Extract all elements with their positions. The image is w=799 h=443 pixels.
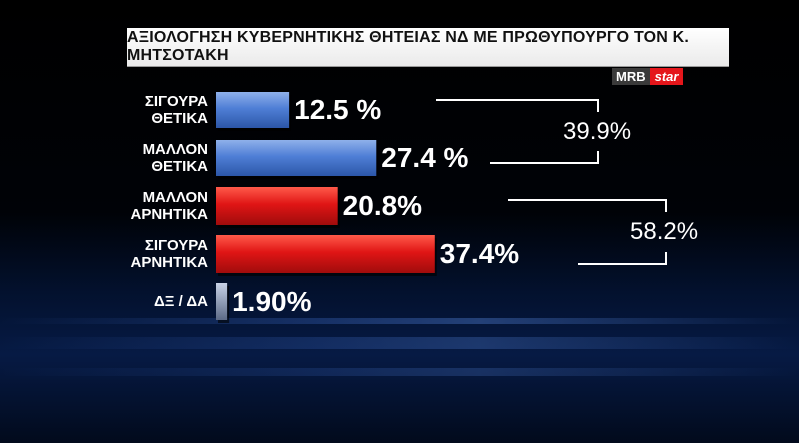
category-label-line: ΘΕΤΙΚΑ: [151, 158, 208, 175]
bar-0: [216, 92, 290, 128]
bar-2: [216, 187, 338, 225]
category-label-line: ΣΙΓΟΥΡΑ: [144, 93, 208, 110]
value-label: 1.90%: [232, 285, 312, 317]
group-bracket: [436, 99, 599, 164]
value-label: 27.4 %: [381, 142, 469, 173]
chart-title: ΑΞΙΟΛΟΓΗΣΗ ΚΥΒΕΡΝΗΤΙΚΗΣ ΘΗΤΕΙΑΣ ΝΔ ΜΕ ΠΡ…: [127, 28, 729, 66]
category-label: ΣΙΓΟΥΡΑ ΘΕΤΙΚΑ: [88, 93, 208, 127]
group-total-label: 39.9%: [563, 117, 632, 145]
category-label: ΜΑΛΛΟΝ ΘΕΤΙΚΑ: [88, 141, 208, 175]
category-label: ΔΞ / ΔΑ: [88, 293, 208, 310]
category-label: ΣΙΓΟΥΡΑ ΑΡΝΗΤΙΚΑ: [88, 237, 209, 271]
value-label: 12.5 %: [294, 94, 382, 125]
category-label-line: ΜΑΛΛΟΝ: [142, 141, 208, 158]
logo-mrb: MRB: [612, 68, 650, 85]
bar-4: [216, 283, 228, 320]
category-label-line: ΑΡΝΗΤΙΚΑ: [130, 206, 209, 223]
group-bracket: [508, 199, 667, 265]
category-label-line: ΘΕΤΙΚΑ: [151, 110, 208, 127]
category-label-line: ΑΡΝΗΤΙΚΑ: [130, 254, 209, 271]
bar-3: [216, 235, 435, 273]
group-total-label: 58.2%: [630, 218, 699, 245]
value-label: 20.8%: [342, 190, 423, 221]
bar-1: [216, 140, 377, 176]
broadcaster-logo: MRB star: [612, 68, 684, 85]
category-label-line: ΜΑΛΛΟΝ: [142, 189, 208, 206]
logo-star: star: [649, 68, 684, 85]
category-label-line: ΔΞ / ΔΑ: [154, 293, 208, 310]
category-label: ΜΑΛΛΟΝ ΑΡΝΗΤΙΚΑ: [88, 189, 209, 223]
category-label-line: ΣΙΓΟΥΡΑ: [144, 237, 208, 254]
value-label: 37.4%: [439, 238, 520, 269]
